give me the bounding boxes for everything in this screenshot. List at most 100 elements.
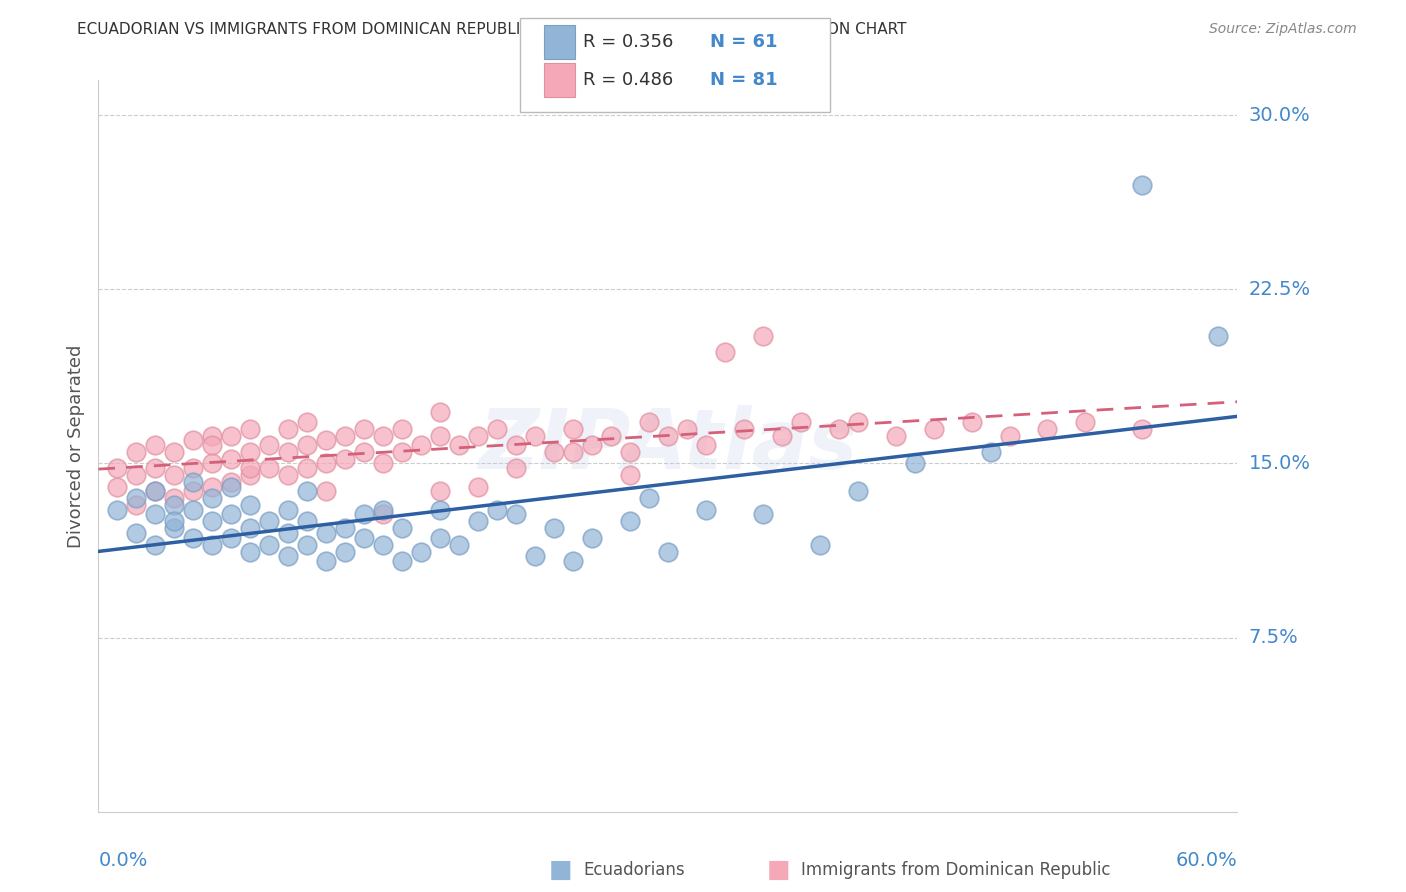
Point <box>201 428 224 442</box>
Point <box>562 554 585 568</box>
Point <box>505 461 527 475</box>
Point <box>297 415 319 429</box>
Text: N = 61: N = 61 <box>710 33 778 51</box>
Point <box>505 438 527 452</box>
Point <box>657 544 679 558</box>
Point <box>239 521 262 535</box>
Point <box>145 538 167 552</box>
Point <box>733 421 755 435</box>
Point <box>163 515 186 529</box>
Point <box>1036 421 1059 435</box>
Point <box>562 421 585 435</box>
Point <box>335 521 357 535</box>
Point <box>335 544 357 558</box>
Point <box>221 475 243 489</box>
Point <box>277 526 299 541</box>
Text: R = 0.356: R = 0.356 <box>583 33 673 51</box>
Point <box>183 475 205 489</box>
Point <box>638 491 661 506</box>
Point <box>449 438 471 452</box>
Point <box>467 428 489 442</box>
Point <box>297 438 319 452</box>
Text: Immigrants from Dominican Republic: Immigrants from Dominican Republic <box>801 861 1111 879</box>
Point <box>201 491 224 506</box>
Point <box>277 421 299 435</box>
Point <box>714 345 737 359</box>
Point <box>335 451 357 466</box>
Point <box>904 457 927 471</box>
Point <box>221 428 243 442</box>
Point <box>163 521 186 535</box>
Point <box>297 461 319 475</box>
Point <box>163 445 186 459</box>
Point <box>125 468 148 483</box>
Text: 7.5%: 7.5% <box>1249 628 1298 647</box>
Point <box>846 415 869 429</box>
Point <box>371 503 394 517</box>
Point <box>183 484 205 499</box>
Point <box>467 515 489 529</box>
Point <box>145 508 167 522</box>
Point <box>411 544 433 558</box>
Text: ■: ■ <box>548 858 572 881</box>
Point <box>239 498 262 512</box>
Point <box>979 445 1001 459</box>
Point <box>125 526 148 541</box>
Text: N = 81: N = 81 <box>710 71 778 89</box>
Point <box>391 421 413 435</box>
Point <box>524 549 547 564</box>
Point <box>145 484 167 499</box>
Point <box>657 428 679 442</box>
Point <box>239 445 262 459</box>
Point <box>145 461 167 475</box>
Point <box>163 491 186 506</box>
Point <box>429 428 451 442</box>
Point <box>960 415 983 429</box>
Point <box>107 503 129 517</box>
Point <box>201 438 224 452</box>
Point <box>315 457 337 471</box>
Point <box>391 445 413 459</box>
Point <box>619 515 641 529</box>
Point <box>998 428 1021 442</box>
Point <box>770 428 793 442</box>
Point <box>429 531 451 545</box>
Point <box>808 538 831 552</box>
Y-axis label: Divorced or Separated: Divorced or Separated <box>66 344 84 548</box>
Point <box>125 491 148 506</box>
Point <box>125 498 148 512</box>
Point <box>486 503 509 517</box>
Point <box>107 461 129 475</box>
Point <box>221 531 243 545</box>
Point <box>277 445 299 459</box>
Point <box>619 445 641 459</box>
Point <box>277 503 299 517</box>
Point <box>371 508 394 522</box>
Point <box>619 468 641 483</box>
Point <box>1132 421 1154 435</box>
Point <box>259 538 281 552</box>
Text: 60.0%: 60.0% <box>1175 851 1237 870</box>
Point <box>353 508 375 522</box>
Point <box>315 554 337 568</box>
Point <box>486 421 509 435</box>
Point <box>145 438 167 452</box>
Point <box>676 421 699 435</box>
Point <box>239 421 262 435</box>
Point <box>163 498 186 512</box>
Point <box>239 468 262 483</box>
Text: 22.5%: 22.5% <box>1249 280 1310 299</box>
Point <box>884 428 907 442</box>
Point <box>201 457 224 471</box>
Point <box>1074 415 1097 429</box>
Point <box>752 508 775 522</box>
Point <box>315 526 337 541</box>
Point <box>221 508 243 522</box>
Point <box>221 451 243 466</box>
Point <box>695 438 717 452</box>
Point <box>846 484 869 499</box>
Point <box>239 461 262 475</box>
Point <box>221 480 243 494</box>
Point <box>429 484 451 499</box>
Point <box>581 438 603 452</box>
